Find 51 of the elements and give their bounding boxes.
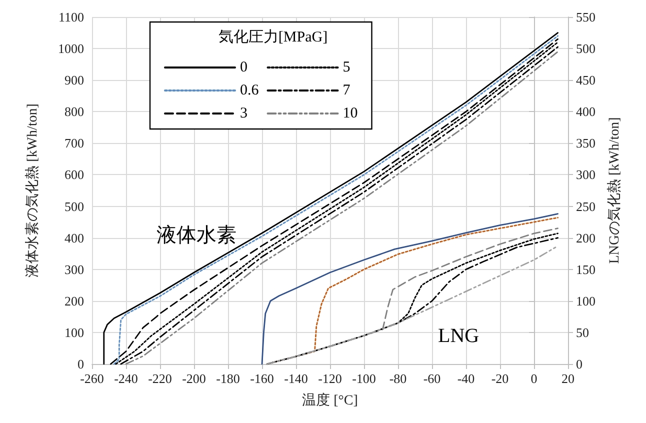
y-tick-label: 200 [64, 293, 84, 308]
x-tick-label: -240 [114, 371, 138, 386]
y-tick-label: 900 [64, 72, 84, 88]
x-tick-label: -100 [352, 371, 376, 386]
annotation: LNG [438, 325, 480, 348]
y2-tick-label: 50 [576, 324, 589, 340]
y2-tick-label: 200 [576, 230, 596, 246]
y2-tick-label: 550 [576, 10, 596, 24]
y2-tick-label: 500 [576, 41, 596, 56]
y2-tick-label: 350 [576, 136, 596, 151]
legend-label: 5 [342, 60, 350, 76]
x-tick-label: -200 [182, 371, 206, 386]
y-axis-title: 液体水素の気化熱 [kWh/ton] [24, 104, 40, 278]
x-tick-label: 0 [530, 371, 538, 386]
y-tick-label: 700 [64, 136, 84, 151]
x-tick-label: -60 [423, 371, 441, 386]
x-tick-label: -140 [284, 371, 308, 386]
y-tick-label: 300 [64, 262, 84, 277]
x-tick-label: 20 [562, 371, 574, 386]
y2-tick-label: 300 [576, 167, 596, 182]
annotation: 液体水素 [156, 224, 237, 247]
y2-tick-label: 400 [576, 104, 596, 120]
legend-label: 10 [342, 106, 358, 122]
legend-label: 7 [342, 82, 351, 98]
x-tick-label: -20 [491, 371, 509, 386]
y-tick-label: 800 [64, 104, 84, 120]
x-axis-title: 温度 [°C] [302, 392, 358, 408]
y2-tick-label: 450 [576, 72, 596, 88]
y-tick-label: 600 [64, 167, 84, 182]
y-tick-label: 500 [64, 198, 84, 214]
y-tick-label: 400 [64, 230, 84, 246]
y-tick-label: 0 [78, 356, 84, 372]
x-tick-label: -260 [80, 371, 104, 386]
legend-title: 気化圧力[MPaG] [218, 28, 328, 46]
y-tick-label: 1100 [58, 10, 84, 24]
x-tick-label: -40 [457, 371, 475, 386]
legend-label: 0.6 [240, 82, 260, 98]
y2-tick-label: 250 [576, 198, 596, 214]
x-tick-label: -220 [148, 371, 172, 386]
y2-tick-label: 100 [576, 293, 596, 308]
y-tick-label: 1000 [58, 41, 84, 56]
x-tick-label: -80 [389, 371, 407, 386]
y2-axis-title: LNGの気化熱 [kWh/ton] [606, 117, 622, 264]
legend-label: 0 [240, 60, 248, 76]
x-tick-label: -160 [250, 371, 274, 386]
y2-tick-label: 0 [576, 356, 582, 372]
y2-tick-label: 150 [576, 262, 596, 277]
legend-label: 3 [240, 106, 248, 122]
x-tick-label: -180 [216, 371, 240, 386]
y-tick-label: 100 [64, 324, 84, 340]
x-tick-label: -120 [318, 371, 342, 386]
